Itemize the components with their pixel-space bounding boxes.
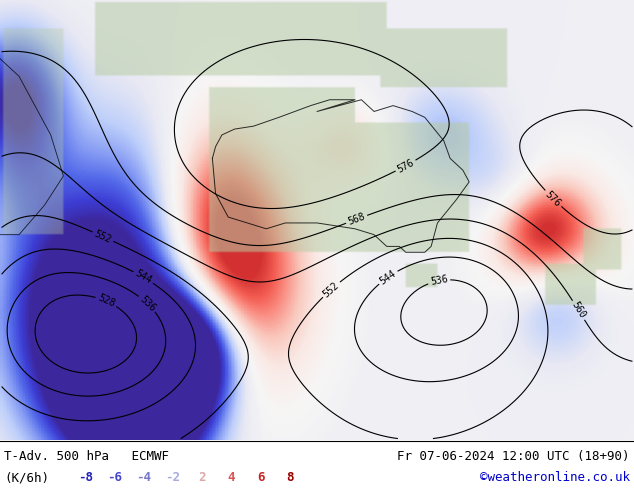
Text: -4: -4 bbox=[136, 471, 152, 484]
Text: ©weatheronline.co.uk: ©weatheronline.co.uk bbox=[479, 471, 630, 484]
Text: -6: -6 bbox=[107, 471, 122, 484]
Text: 6: 6 bbox=[257, 471, 264, 484]
Text: -2: -2 bbox=[165, 471, 181, 484]
Text: 552: 552 bbox=[93, 228, 113, 245]
Text: 4: 4 bbox=[228, 471, 235, 484]
Text: 576: 576 bbox=[543, 189, 563, 208]
Text: 528: 528 bbox=[96, 293, 116, 309]
Text: 536: 536 bbox=[429, 274, 449, 287]
Text: T-Adv. 500 hPa   ECMWF: T-Adv. 500 hPa ECMWF bbox=[4, 450, 169, 463]
Text: 536: 536 bbox=[138, 294, 157, 313]
Text: 544: 544 bbox=[133, 269, 153, 286]
Text: 2: 2 bbox=[198, 471, 206, 484]
Text: 576: 576 bbox=[396, 157, 416, 174]
Text: Fr 07-06-2024 12:00 UTC (18+90): Fr 07-06-2024 12:00 UTC (18+90) bbox=[397, 450, 630, 463]
Text: 8: 8 bbox=[286, 471, 294, 484]
Text: 552: 552 bbox=[321, 280, 341, 299]
Text: 560: 560 bbox=[569, 300, 588, 320]
Text: -8: -8 bbox=[78, 471, 93, 484]
Text: 544: 544 bbox=[378, 268, 398, 286]
Text: 568: 568 bbox=[347, 212, 366, 227]
Text: (K/6h): (K/6h) bbox=[4, 471, 49, 484]
